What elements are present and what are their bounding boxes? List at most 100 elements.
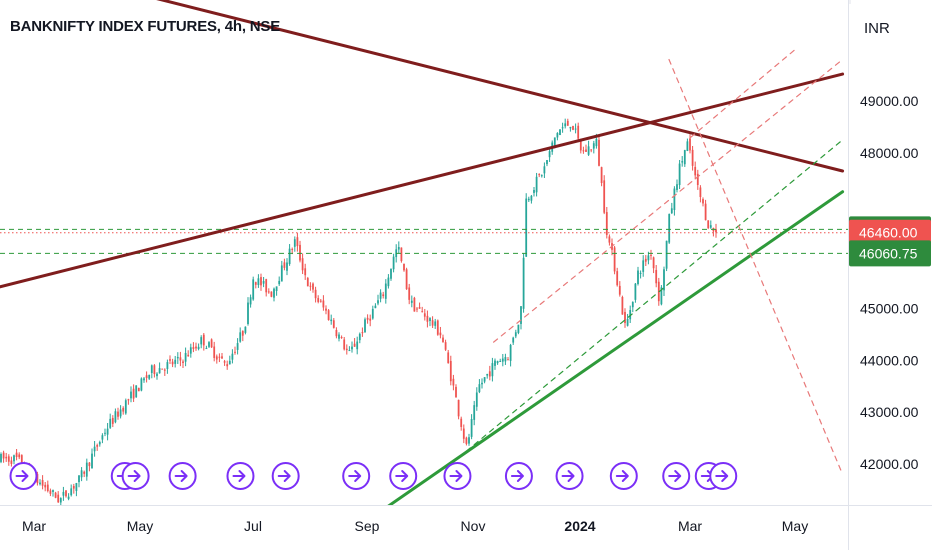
event-marker-icon[interactable] [662,462,691,490]
currency-label[interactable]: INR [864,20,890,37]
candle-down [335,329,338,337]
candle-up [642,260,645,272]
candle-down [603,180,606,213]
candle-up [546,160,548,165]
event-marker-icon[interactable] [226,462,255,490]
candle-down [457,399,460,417]
candle-down [322,300,325,308]
candle-up [683,150,686,165]
event-marker-icon[interactable] [709,462,738,490]
candle-up [673,188,676,210]
event-marker-arrow [615,470,629,482]
candle-down [72,486,75,489]
candle-up [197,346,200,350]
event-marker-icon[interactable] [342,462,371,490]
candle-down [195,346,197,349]
candle-down [161,368,164,370]
candle-down [291,248,294,250]
candle-down [608,236,611,243]
candle-down [83,471,86,474]
candle-up [228,360,231,365]
candle-up [13,455,15,462]
event-marker-icon[interactable] [609,462,638,490]
candle-down [145,375,148,379]
trendline-falling-resistance [156,0,845,173]
candle-down [309,285,312,287]
candle-down [171,361,174,365]
candle-down [403,263,405,271]
candle-up [98,442,101,445]
candle-down [538,174,541,176]
candle-up [176,356,179,359]
candle-up [509,344,512,361]
candle-down [488,371,491,377]
candle-up [244,326,247,333]
candle-up [556,133,559,138]
trendline-falling-projection [668,58,844,475]
candle-down [241,330,244,336]
candle-up [397,246,400,250]
candle-down [57,494,60,503]
candle-up [275,286,278,291]
candle-down [465,437,468,444]
candle-up [629,310,632,320]
candle-up [681,161,684,163]
candle-down [447,352,450,364]
candle-down [49,490,52,494]
candle-up [668,214,671,243]
candle-down [652,257,655,269]
candle-up [501,358,504,362]
event-marker-icon[interactable] [168,462,197,490]
candle-up [135,385,138,398]
candle-up [130,391,132,399]
candle-up [379,292,382,299]
event-marker-arrow [561,470,575,482]
candle-down [366,317,369,320]
candle-up [231,353,234,360]
candle-up [257,278,260,286]
candle-down [416,308,418,310]
candle-down [353,343,356,347]
candle-down [655,269,658,284]
candle-up [663,269,665,291]
candle-up [384,283,387,299]
event-marker-icon[interactable] [443,462,472,490]
trendline-upper-fan [690,48,797,138]
candle-up [200,337,203,345]
y-tick-label: 42000.00 [860,456,919,472]
candle-down [332,320,335,328]
candle-up [273,288,275,298]
candle-down [267,291,270,293]
event-marker-icon[interactable] [504,462,533,490]
candle-up [288,248,291,265]
event-marker-arrow [449,470,463,482]
candle-down [296,237,299,247]
candle-up [429,318,431,322]
candle-down [650,254,652,256]
event-marker-arrow [668,470,682,482]
candle-up [639,272,642,274]
event-marker-icon[interactable] [9,462,38,490]
candle-down [616,271,619,286]
candle-down [111,417,114,424]
candle-down [127,399,130,401]
candle-up [59,498,62,503]
candle-up [527,198,530,201]
candle-down [449,360,452,382]
x-tick-label: May [127,518,153,534]
event-marker-icon[interactable] [121,462,150,490]
event-marker-icon[interactable] [389,462,418,490]
candle-up [249,297,252,305]
candle-up [481,382,483,385]
candle-up [119,409,122,417]
candle-down [644,258,647,262]
event-marker-icon[interactable] [271,462,300,490]
candle-up [338,334,340,339]
candle-up [514,332,517,337]
candle-up [150,365,153,373]
y-tick-label: 45000.00 [860,300,919,316]
event-marker-icon[interactable] [555,462,584,490]
candle-up [390,268,392,279]
candle-down [572,125,574,130]
